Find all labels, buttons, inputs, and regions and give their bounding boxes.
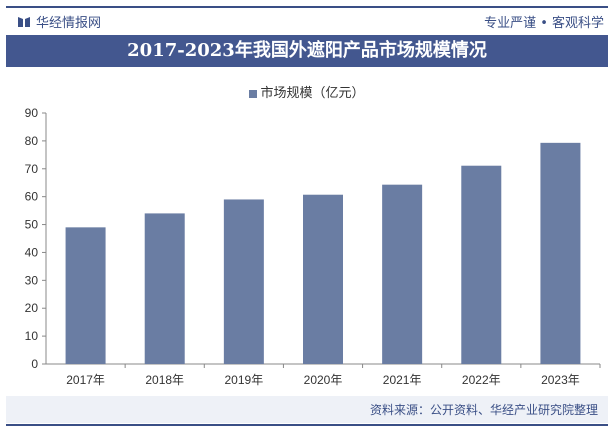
y-tick-label: 10 bbox=[25, 329, 39, 343]
x-tick-label: 2021年 bbox=[383, 373, 422, 387]
x-tick-label: 2017年 bbox=[66, 373, 105, 387]
slogan: 专业严谨 • 客观科学 bbox=[484, 16, 604, 31]
y-tick-label: 50 bbox=[25, 218, 39, 232]
bar bbox=[540, 142, 581, 364]
legend: 市场规模（亿元） bbox=[0, 82, 614, 101]
footer: 资料来源：公开资料、华经产业研究院整理 bbox=[6, 396, 608, 423]
y-tick-label: 60 bbox=[25, 190, 39, 204]
brand: 华经情报网 bbox=[18, 12, 101, 31]
x-tick-label: 2020年 bbox=[304, 373, 343, 387]
legend-label: 市场规模（亿元） bbox=[260, 86, 365, 101]
y-tick-label: 70 bbox=[25, 162, 39, 176]
y-tick-label: 30 bbox=[25, 273, 39, 287]
top-rule bbox=[6, 6, 608, 8]
y-tick-label: 0 bbox=[31, 357, 38, 371]
y-tick-label: 40 bbox=[25, 245, 39, 259]
bar bbox=[303, 194, 343, 364]
bottom-rule bbox=[6, 424, 608, 426]
source-note: 资料来源：公开资料、华经产业研究院整理 bbox=[369, 403, 598, 417]
y-tick-label: 20 bbox=[25, 301, 39, 315]
x-tick-label: 2022年 bbox=[462, 373, 501, 387]
bar bbox=[461, 165, 502, 364]
y-tick-label: 90 bbox=[25, 106, 39, 120]
brand-name: 华经情报网 bbox=[36, 16, 102, 31]
bar bbox=[65, 227, 106, 364]
legend-swatch bbox=[249, 89, 258, 98]
chart-title: 2017-2023年我国外遮阳产品市场规模情况 bbox=[6, 35, 608, 67]
x-tick-label: 2019年 bbox=[225, 373, 264, 387]
brand-logo-icon bbox=[18, 16, 30, 27]
bar bbox=[382, 184, 423, 364]
x-tick-label: 2023年 bbox=[541, 373, 580, 387]
y-tick-label: 80 bbox=[25, 134, 39, 148]
x-tick-label: 2018年 bbox=[145, 373, 184, 387]
bar bbox=[223, 199, 264, 364]
bar bbox=[144, 213, 185, 364]
